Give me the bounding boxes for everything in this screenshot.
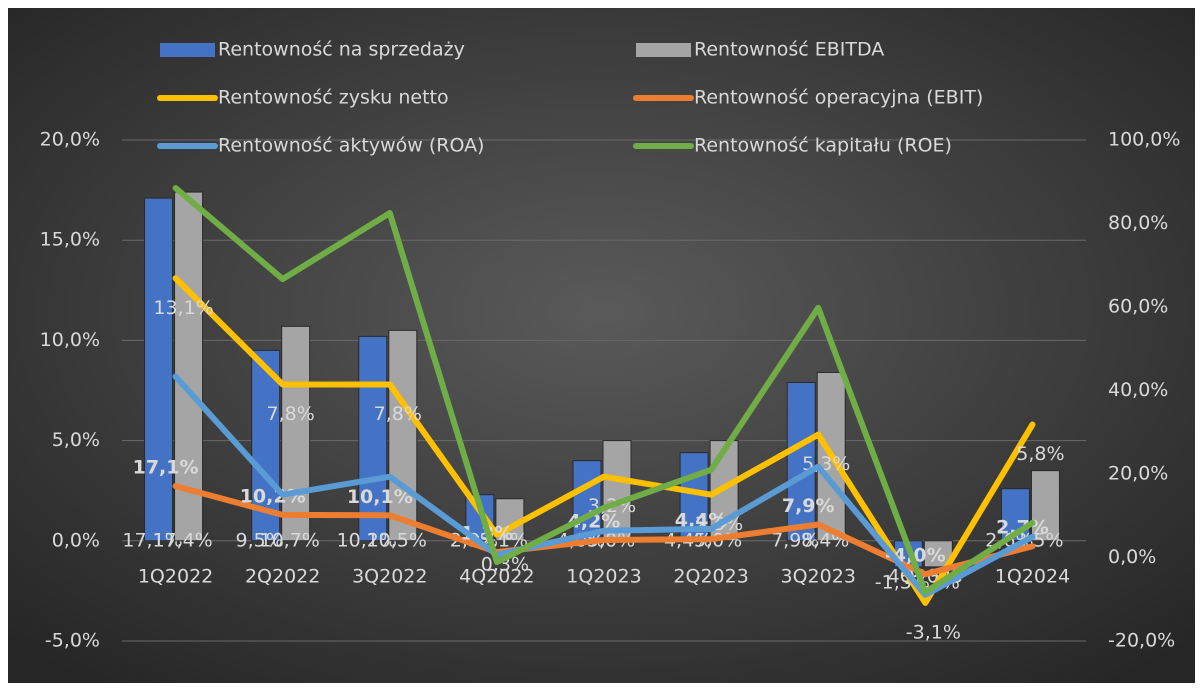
data-label: 7,9% bbox=[771, 529, 819, 551]
bar bbox=[388, 329, 418, 542]
x-tick-label: 2Q2022 bbox=[245, 566, 320, 588]
legend-label: Rentowność EBITDA bbox=[694, 39, 884, 61]
chart-background bbox=[8, 8, 1195, 683]
data-label: 7,8% bbox=[267, 403, 315, 425]
legend-swatch bbox=[160, 43, 215, 57]
y-tick-label: 10,0% bbox=[40, 329, 100, 351]
data-label: 4,2% bbox=[568, 510, 621, 532]
bar bbox=[1030, 470, 1060, 542]
bar bbox=[602, 440, 632, 542]
data-label: 10,2% bbox=[337, 529, 397, 551]
data-label: 17,1% bbox=[133, 457, 199, 479]
y-tick-label: 20,0% bbox=[40, 129, 100, 151]
legend-label: Rentowność kapitału (ROE) bbox=[694, 135, 952, 157]
y-tick-label: 5,0% bbox=[52, 429, 100, 451]
data-label: 7,9% bbox=[782, 495, 835, 517]
y2-tick-label: 100,0% bbox=[1108, 129, 1180, 151]
y2-tick-label: 40,0% bbox=[1108, 379, 1168, 401]
data-label: 10,5% bbox=[367, 529, 427, 551]
bar bbox=[144, 197, 174, 542]
x-tick-label: 1Q2022 bbox=[138, 566, 213, 588]
y2-tick-label: 0,0% bbox=[1108, 546, 1156, 568]
data-label: 7,8% bbox=[374, 403, 422, 425]
legend-label: Rentowność aktywów (ROA) bbox=[218, 135, 484, 157]
x-tick-label: 3Q2022 bbox=[352, 566, 427, 588]
y-tick-label: 0,0% bbox=[52, 529, 100, 551]
x-tick-label: 3Q2023 bbox=[781, 566, 856, 588]
y-tick-label: 15,0% bbox=[40, 229, 100, 251]
data-label: 10,2% bbox=[240, 485, 306, 507]
data-label: 9,5% bbox=[236, 529, 284, 551]
x-tick-label: 2Q2023 bbox=[673, 566, 748, 588]
data-label: 13,1% bbox=[153, 297, 213, 319]
legend-label: Rentowność na sprzedaży bbox=[218, 39, 465, 61]
y-tick-label: -5,0% bbox=[45, 630, 100, 652]
bar bbox=[572, 460, 602, 542]
data-label: 10,1% bbox=[347, 486, 413, 508]
legend-label: Rentowność zysku netto bbox=[218, 87, 449, 109]
line bbox=[172, 185, 1036, 596]
bar bbox=[786, 381, 816, 542]
legend-label: Rentowność operacyjna (EBIT) bbox=[694, 87, 983, 109]
x-tick-label: 1Q2024 bbox=[995, 566, 1070, 588]
line bbox=[172, 483, 1036, 578]
bar bbox=[281, 325, 311, 542]
y2-tick-label: 60,0% bbox=[1108, 296, 1168, 318]
data-label: -3,1% bbox=[906, 621, 961, 643]
data-label: 5,8% bbox=[1016, 443, 1064, 465]
y2-tick-label: 80,0% bbox=[1108, 212, 1168, 234]
x-tick-label: 4Q2022 bbox=[459, 566, 534, 588]
y2-tick-label: -20,0% bbox=[1108, 630, 1175, 652]
line bbox=[172, 275, 1036, 606]
x-tick-label: 1Q2023 bbox=[566, 566, 641, 588]
y2-tick-label: 20,0% bbox=[1108, 463, 1168, 485]
data-label: 10,7% bbox=[259, 529, 319, 551]
line bbox=[172, 373, 1036, 598]
legend-swatch bbox=[636, 43, 691, 57]
bar bbox=[174, 191, 204, 542]
data-label: 17,1% bbox=[122, 529, 182, 551]
data-label: 17,4% bbox=[152, 529, 212, 551]
bar bbox=[358, 335, 388, 542]
